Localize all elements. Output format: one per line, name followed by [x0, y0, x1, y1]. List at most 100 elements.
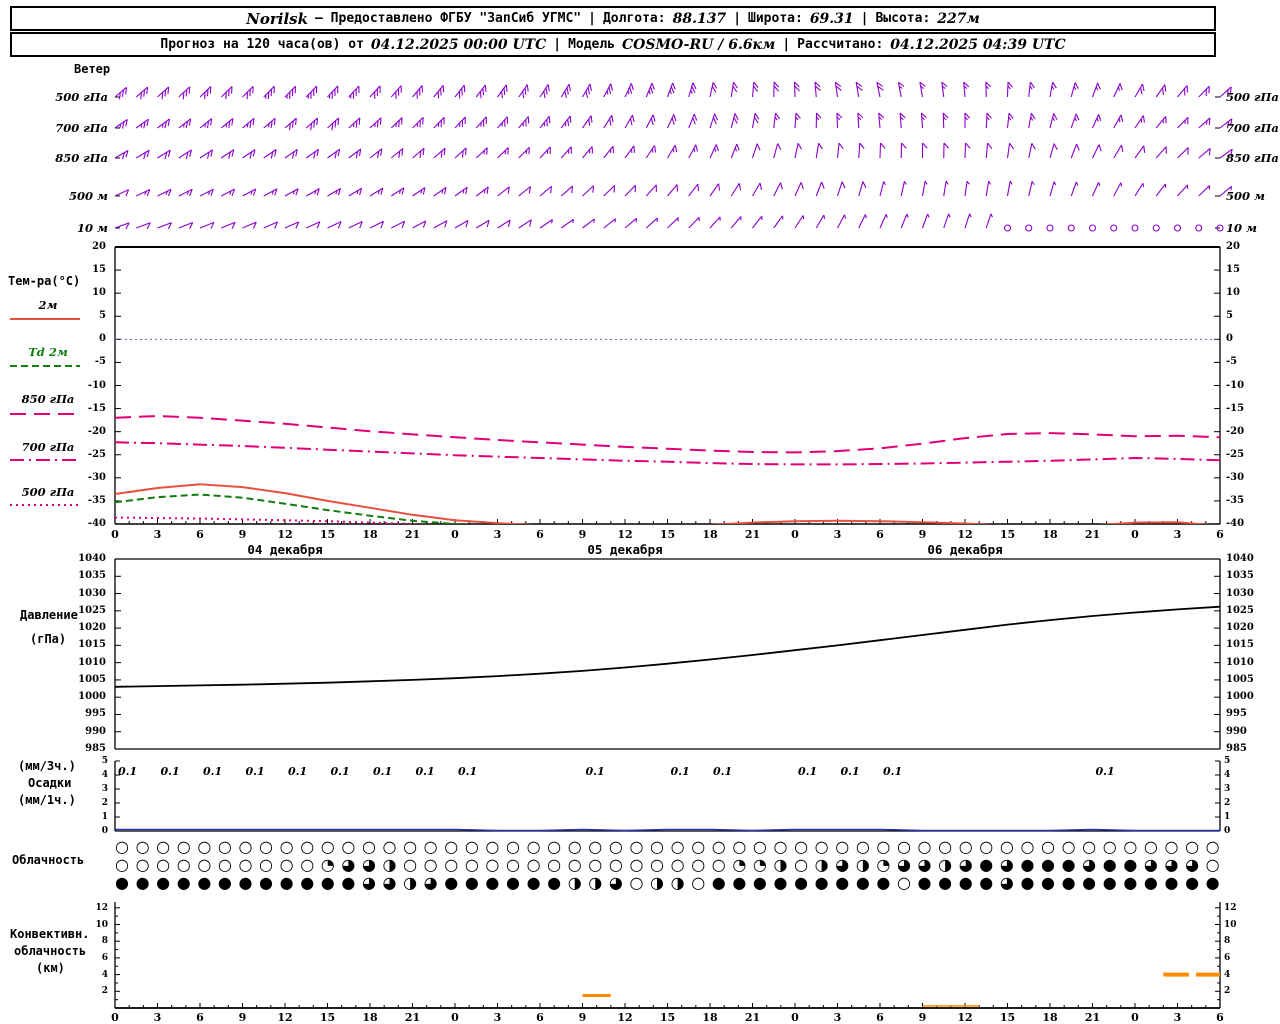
cloud-cover-symbol: ● [259, 873, 274, 892]
x-tick-label: 0 [451, 528, 459, 541]
cloud-cover-symbol: ◕ [608, 873, 623, 892]
cloud-cover-symbol: ○ [464, 855, 479, 874]
cloud-cover-symbol: ● [444, 873, 459, 892]
cloud-cover-symbol: ◕ [341, 855, 356, 874]
cloud-cover-symbol: ● [979, 873, 994, 892]
x-tick-label-bottom: 0 [111, 1011, 119, 1024]
precip-ytick-right: 1 [1224, 812, 1231, 822]
header-line-1: Norilsk — Предоставлено ФГБУ "ЗапСиб УГМ… [10, 6, 1216, 31]
cloud-cover-symbol: ● [485, 873, 500, 892]
cloud-cover-symbol: ○ [670, 837, 685, 856]
cloud-cover-symbol: ○ [691, 855, 706, 874]
x-tick-label: 12 [617, 528, 633, 541]
convective-segment-0 [582, 993, 611, 997]
cloud-cover-symbol: ○ [958, 837, 973, 856]
pressure-ytick-right: 1015 [1226, 639, 1254, 651]
cloud-cover-symbol: ○ [691, 837, 706, 856]
temperature-series-group [115, 338, 1220, 524]
wind-barbs-row-3 [114, 180, 1233, 197]
run-time-value: 04.12.2025 00:00 UTC [370, 36, 547, 53]
precip-ytick-right: 2 [1224, 798, 1231, 808]
x-tick-label-bottom: 15 [319, 1011, 336, 1024]
x-tick-label-bottom: 21 [404, 1011, 421, 1024]
cloud-cover-symbol: ● [1061, 855, 1076, 874]
cloud-cover-symbol: ○ [505, 837, 520, 856]
cloud-cover-symbol: ● [1164, 873, 1179, 892]
cloud-cover-symbol: ● [156, 873, 171, 892]
cloud-cover-symbol: ● [238, 873, 253, 892]
cloud-cover-symbol: ○ [197, 837, 212, 856]
cloud-cover-symbol: ● [135, 873, 150, 892]
altitude-label: Высота: [875, 11, 931, 26]
cloud-cover-symbol: ◕ [1164, 855, 1179, 874]
cloud-cover-symbol: ○ [135, 837, 150, 856]
x-tick-label-bottom: 3 [1173, 1011, 1182, 1024]
x-tick-label: 6 [536, 528, 544, 541]
conv-ytick-right: 2 [1224, 986, 1231, 997]
cloudiness-panel-title: Облачность [12, 853, 85, 867]
x-tick-label: 9 [238, 528, 247, 541]
conv-ytick-left: 2 [101, 986, 108, 997]
cloud-cover-symbol: ○ [794, 855, 809, 874]
cloud-cover-symbol: ◕ [1082, 855, 1097, 874]
cloud-cover-symbol: ● [526, 873, 541, 892]
cloud-cover-symbol: ○ [567, 837, 582, 856]
cloud-cover-symbol: ● [938, 873, 953, 892]
temp-line-0 [115, 483, 1211, 524]
cloud-cover-symbol: ○ [896, 837, 911, 856]
cloud-cover-symbol: ○ [896, 873, 911, 892]
temp-ytick-left: -25 [87, 448, 106, 460]
cloud-cover-symbol: ◕ [999, 855, 1014, 874]
cloud-cover-symbol: ● [773, 873, 788, 892]
separator: | [782, 37, 791, 52]
precip-ytick-left: 4 [101, 770, 108, 780]
cloud-cover-symbol: ○ [217, 837, 232, 856]
cloud-cover-symbol: ○ [444, 837, 459, 856]
cloud-cover-symbol: ○ [1164, 837, 1179, 856]
temp-line-2 [115, 414, 1220, 454]
pressure-ytick-right: 1005 [1226, 673, 1254, 685]
longitude-value: 88.137 [672, 10, 727, 27]
x-tick-label-bottom: 15 [659, 1011, 676, 1024]
precip-value-label: 0.1 [330, 765, 350, 778]
x-tick-label-bottom: 0 [791, 1011, 799, 1024]
cloud-cover-symbol: ○ [629, 873, 644, 892]
temp-ytick-right: 10 [1226, 287, 1240, 299]
cloud-cover-symbol: ◑ [773, 855, 788, 874]
cloud-cover-symbol: ○ [485, 837, 500, 856]
cloud-cover-symbol: ● [505, 873, 520, 892]
pressure-panel-title: Давление [20, 608, 78, 622]
model-value: COSMO-RU / 6.6км [622, 36, 776, 53]
pressure-ytick-right: 1010 [1226, 656, 1254, 668]
cloud-cover-symbol: ○ [115, 837, 129, 856]
x-tick-label: 18 [1042, 528, 1058, 541]
cloud-cover-symbol: ● [711, 873, 726, 892]
cloud-cover-symbol: ◔ [732, 855, 747, 874]
precip-ytick-left: 0 [101, 826, 108, 836]
cloud-cover-symbol: ○ [135, 855, 150, 874]
x-tick-label-bottom: 15 [999, 1011, 1016, 1024]
cloud-cover-symbol: ◑ [670, 873, 685, 892]
pressure-ytick-left: 995 [85, 708, 106, 720]
cloud-cover-symbol: ○ [1185, 837, 1200, 856]
cloud-cover-symbol: ○ [300, 855, 315, 874]
cloud-cover-symbol: ○ [1123, 837, 1138, 856]
forecast-label: Прогноз на 120 часа(ов) от [160, 37, 364, 52]
temp-ytick-left: 20 [92, 241, 106, 252]
x-tick-label-bottom: 3 [833, 1011, 842, 1024]
cloud-cover-symbol: ○ [423, 837, 438, 856]
cloud-cover-symbol: ◑ [650, 873, 664, 892]
wind-level-label-right: 700 гПа [1226, 121, 1279, 135]
pressure-ytick-left: 1015 [78, 639, 106, 651]
pressure-ytick-right: 1035 [1226, 570, 1254, 582]
temp-ytick-left: 0 [99, 333, 106, 345]
cloud-cover-symbol: ● [1041, 873, 1055, 892]
x-tick-label: 3 [833, 528, 842, 541]
x-tick-label: 15 [319, 528, 336, 541]
cloud-cover-symbol: ○ [176, 837, 191, 856]
wind-level-label-right: 10 м [1226, 221, 1257, 235]
wind-level-label-left: 500 м [69, 189, 108, 203]
temp-ytick-right: 5 [1226, 310, 1233, 322]
precip-value-label: 0.1 [1095, 765, 1115, 778]
